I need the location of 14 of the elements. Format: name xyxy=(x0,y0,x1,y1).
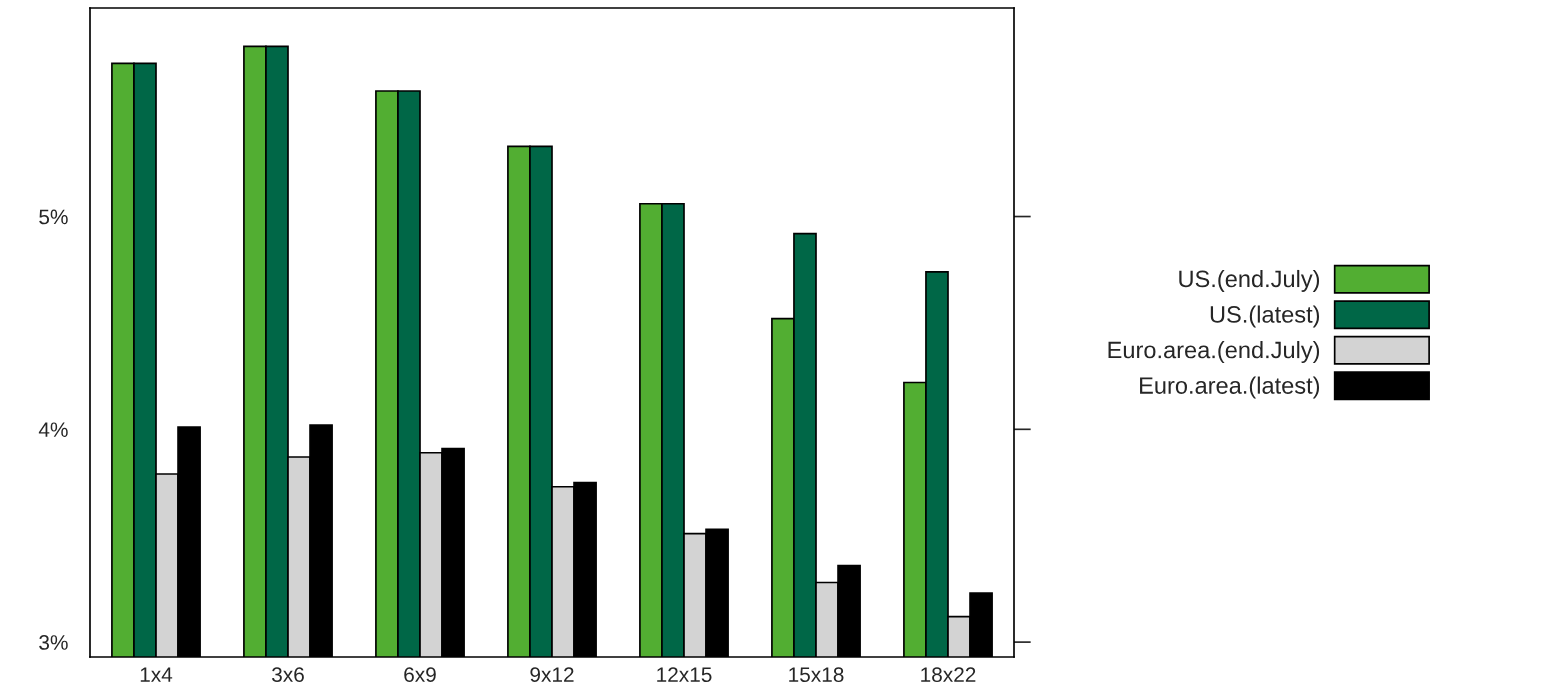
x-tick-label: 15x18 xyxy=(789,667,844,683)
legend-label: Euro.area.(latest) xyxy=(1140,376,1320,399)
x-tick-label: 3x6 xyxy=(272,667,304,683)
legend-label: US.(end.July) xyxy=(1179,269,1320,292)
x-tick-label: 6x9 xyxy=(404,667,436,683)
y-tick-label: 5% xyxy=(39,209,68,225)
x-tick-label: 18x22 xyxy=(921,667,976,683)
x-tick-label: 9x12 xyxy=(530,667,574,683)
legend-label: US.(latest) xyxy=(1210,305,1320,328)
x-tick-label: 1x4 xyxy=(140,667,173,682)
legend-label: Euro.area.(end.July) xyxy=(1108,341,1320,364)
x-tick-label: 12x15 xyxy=(657,667,712,683)
y-tick-label: 3% xyxy=(39,635,68,650)
y-tick-label: 4% xyxy=(38,422,68,437)
